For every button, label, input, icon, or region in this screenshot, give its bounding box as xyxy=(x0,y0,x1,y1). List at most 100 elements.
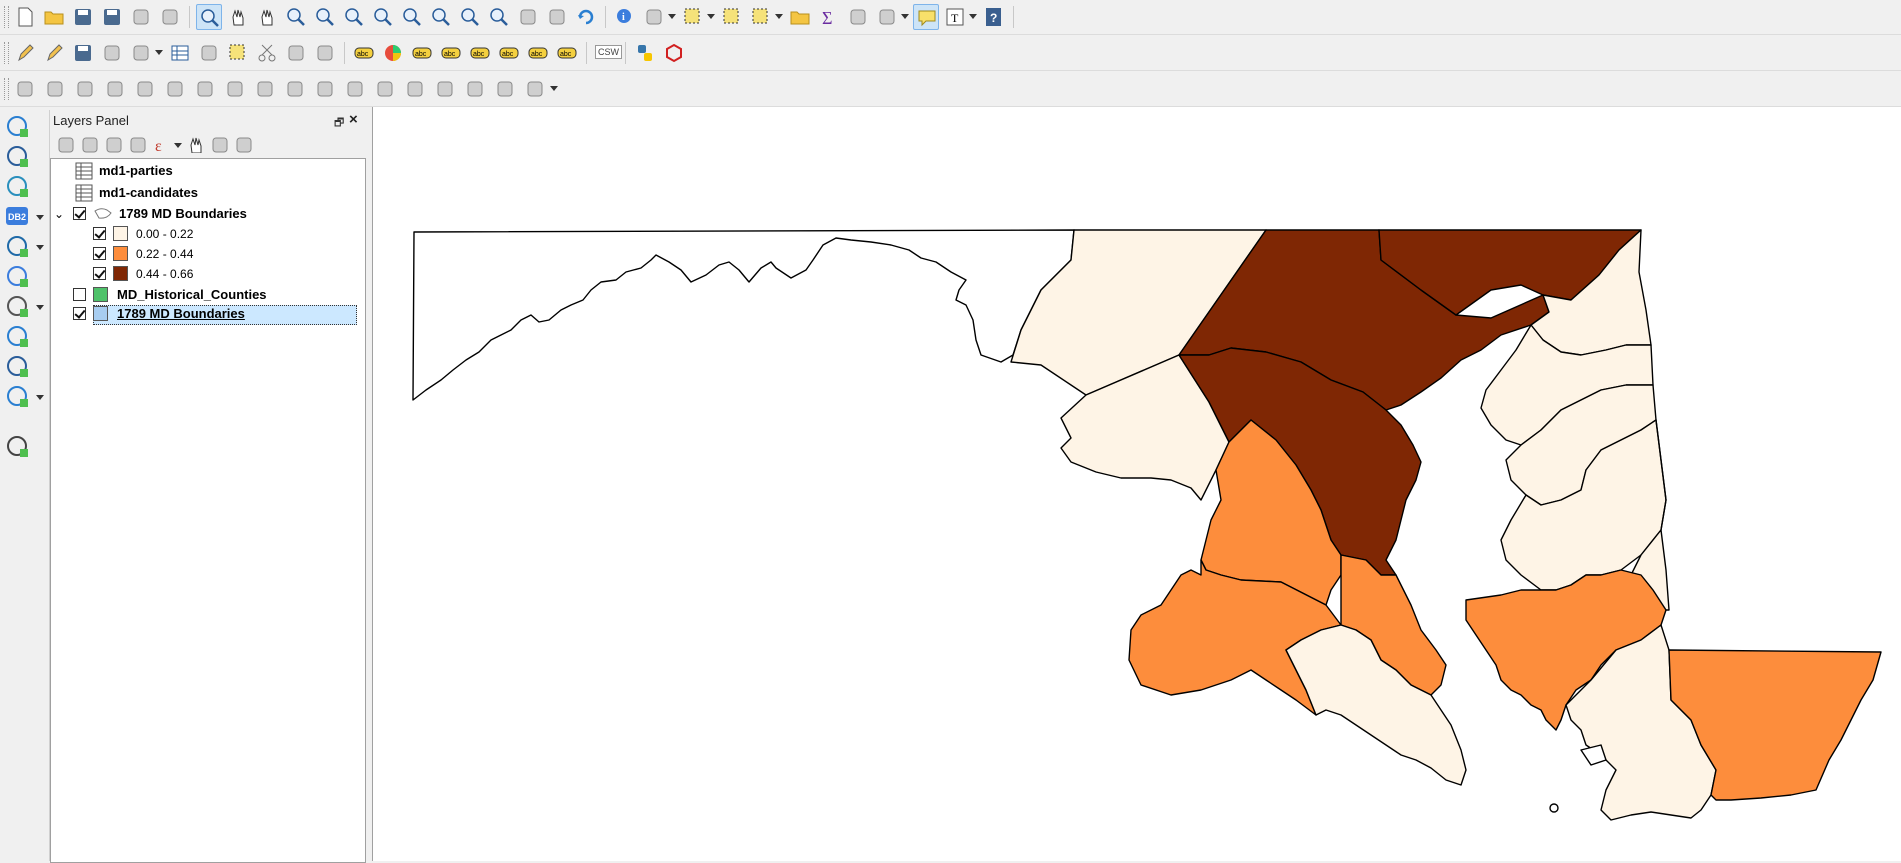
digitizing-tool-icon[interactable] xyxy=(252,76,278,102)
zoom-native-icon[interactable] xyxy=(341,4,367,30)
change-label-icon[interactable]: abc xyxy=(554,40,580,66)
digitizing-tool-icon[interactable] xyxy=(222,76,248,102)
map-canvas[interactable] xyxy=(372,107,1901,861)
toggle-editing-icon[interactable] xyxy=(41,40,67,66)
county-western-maryland[interactable] xyxy=(412,229,1075,401)
remove-layer-icon[interactable] xyxy=(234,135,254,155)
dropdown-arrow-icon[interactable] xyxy=(155,50,163,55)
add-delimited-text-icon[interactable] xyxy=(5,174,31,200)
advanced-digitizing-icon[interactable] xyxy=(12,76,38,102)
add-raster-layer-icon[interactable] xyxy=(5,144,31,170)
dropdown-arrow-icon[interactable] xyxy=(668,14,676,19)
run-feature-action-icon[interactable] xyxy=(641,4,667,30)
legend-checkbox[interactable] xyxy=(93,227,106,240)
add-wfs-layer-icon[interactable] xyxy=(5,294,31,320)
zoom-full-icon[interactable] xyxy=(370,4,396,30)
county-dorchester[interactable] xyxy=(1465,569,1667,731)
digitizing-tool-icon[interactable] xyxy=(492,76,518,102)
dropdown-arrow-icon[interactable] xyxy=(36,215,44,220)
collapse-all-icon[interactable] xyxy=(210,135,230,155)
new-print-layout-icon[interactable] xyxy=(128,4,154,30)
csw-icon[interactable]: CSW xyxy=(593,40,622,66)
layer-item-1789-md-boundaries-grouped[interactable]: ⌄ 1789 MD Boundaries xyxy=(53,204,353,224)
show-hide-labels-icon[interactable]: abc xyxy=(467,40,493,66)
modify-attributes-icon[interactable] xyxy=(167,40,193,66)
add-mesh-layer-icon[interactable] xyxy=(5,384,31,410)
save-project-icon[interactable] xyxy=(70,4,96,30)
digitizing-tool-icon[interactable] xyxy=(132,76,158,102)
label-toolbar-icon[interactable]: abc xyxy=(351,40,377,66)
delete-selected-icon[interactable] xyxy=(225,40,251,66)
zoom-last-icon[interactable] xyxy=(457,4,483,30)
digitizing-tool-icon[interactable] xyxy=(312,76,338,102)
refresh-icon[interactable] xyxy=(573,4,599,30)
digitizing-tool-icon[interactable] xyxy=(42,76,68,102)
highlight-pinned-labels-icon[interactable]: abc xyxy=(409,40,435,66)
float-panel-icon[interactable]: 🗗 xyxy=(334,117,345,129)
layer-visibility-checkbox[interactable] xyxy=(73,207,86,220)
add-wcs-layer-icon[interactable] xyxy=(5,264,31,290)
python-console-icon[interactable] xyxy=(632,40,658,66)
add-polygon-feature-icon[interactable] xyxy=(99,40,125,66)
text-annotation-icon[interactable]: T xyxy=(942,4,968,30)
legend-item[interactable]: 0.00 - 0.22 xyxy=(93,224,313,244)
legend-item[interactable]: 0.44 - 0.66 xyxy=(93,264,313,284)
digitizing-tool-icon[interactable] xyxy=(372,76,398,102)
dropdown-arrow-icon[interactable] xyxy=(36,245,44,250)
digitizing-tool-icon[interactable] xyxy=(192,76,218,102)
node-tool-icon[interactable] xyxy=(196,40,222,66)
pan-to-selection-icon[interactable] xyxy=(254,4,280,30)
digitizing-tool-icon[interactable] xyxy=(102,76,128,102)
copy-features-icon[interactable] xyxy=(283,40,309,66)
close-panel-icon[interactable]: × xyxy=(349,111,358,128)
layout-manager-icon[interactable] xyxy=(157,4,183,30)
dropdown-arrow-icon[interactable] xyxy=(550,86,558,91)
legend-checkbox[interactable] xyxy=(93,247,106,260)
open-attribute-table-icon[interactable] xyxy=(787,4,813,30)
digitizing-tool-icon[interactable] xyxy=(342,76,368,102)
dropdown-arrow-icon[interactable] xyxy=(901,14,909,19)
filter-legend-icon[interactable] xyxy=(128,135,148,155)
county-st-marys[interactable] xyxy=(1285,624,1467,786)
measure-line-icon[interactable] xyxy=(874,4,900,30)
digitize-tool-icon[interactable] xyxy=(5,434,31,460)
dropdown-arrow-icon[interactable] xyxy=(174,143,182,148)
legend-checkbox[interactable] xyxy=(93,267,106,280)
save-as-icon[interactable] xyxy=(99,4,125,30)
dropdown-arrow-icon[interactable] xyxy=(36,305,44,310)
filter-expression-icon[interactable]: ε xyxy=(152,135,172,155)
map-tips-icon[interactable] xyxy=(913,4,939,30)
add-group-icon[interactable] xyxy=(80,135,100,155)
select-features-icon[interactable] xyxy=(680,4,706,30)
legend-item[interactable]: 0.22 - 0.44 xyxy=(93,244,313,264)
add-wms-layer-icon[interactable] xyxy=(5,234,31,260)
dropdown-arrow-icon[interactable] xyxy=(969,14,977,19)
dropdown-arrow-icon[interactable] xyxy=(775,14,783,19)
manage-visibility-icon[interactable] xyxy=(104,135,124,155)
layer-tree[interactable]: md1-parties md1-candidates ⌄ 1789 MD Bou… xyxy=(50,158,366,863)
layer-visibility-checkbox[interactable] xyxy=(73,307,86,320)
show-bookmarks-icon[interactable] xyxy=(544,4,570,30)
data-source-manager-icon[interactable] xyxy=(5,114,31,140)
digitizing-tool-icon[interactable] xyxy=(522,76,548,102)
touch-zoom-pan-icon[interactable] xyxy=(196,4,222,30)
vertex-tool-icon[interactable] xyxy=(128,40,154,66)
digitizing-tool-icon[interactable] xyxy=(432,76,458,102)
digitizing-tool-icon[interactable] xyxy=(162,76,188,102)
pan-map-icon[interactable] xyxy=(225,4,251,30)
field-calculator-icon[interactable] xyxy=(845,4,871,30)
expand-all-icon[interactable] xyxy=(186,135,206,155)
toolbar-handle[interactable] xyxy=(4,78,9,100)
digitizing-tool-icon[interactable] xyxy=(282,76,308,102)
toolbar-handle[interactable] xyxy=(4,42,9,64)
diagram-properties-icon[interactable] xyxy=(380,40,406,66)
cut-features-icon[interactable] xyxy=(254,40,280,66)
move-label-icon[interactable]: abc xyxy=(496,40,522,66)
rotate-label-icon[interactable]: abc xyxy=(525,40,551,66)
paste-features-icon[interactable] xyxy=(312,40,338,66)
county-charles[interactable] xyxy=(1128,559,1342,716)
zoom-next-icon[interactable] xyxy=(486,4,512,30)
expand-chevron-icon[interactable]: ⌄ xyxy=(54,207,65,221)
layer-item-md-historical-counties[interactable]: MD_Historical_Counties xyxy=(73,285,353,305)
add-db2-layer-icon[interactable]: DB2 xyxy=(5,204,31,230)
